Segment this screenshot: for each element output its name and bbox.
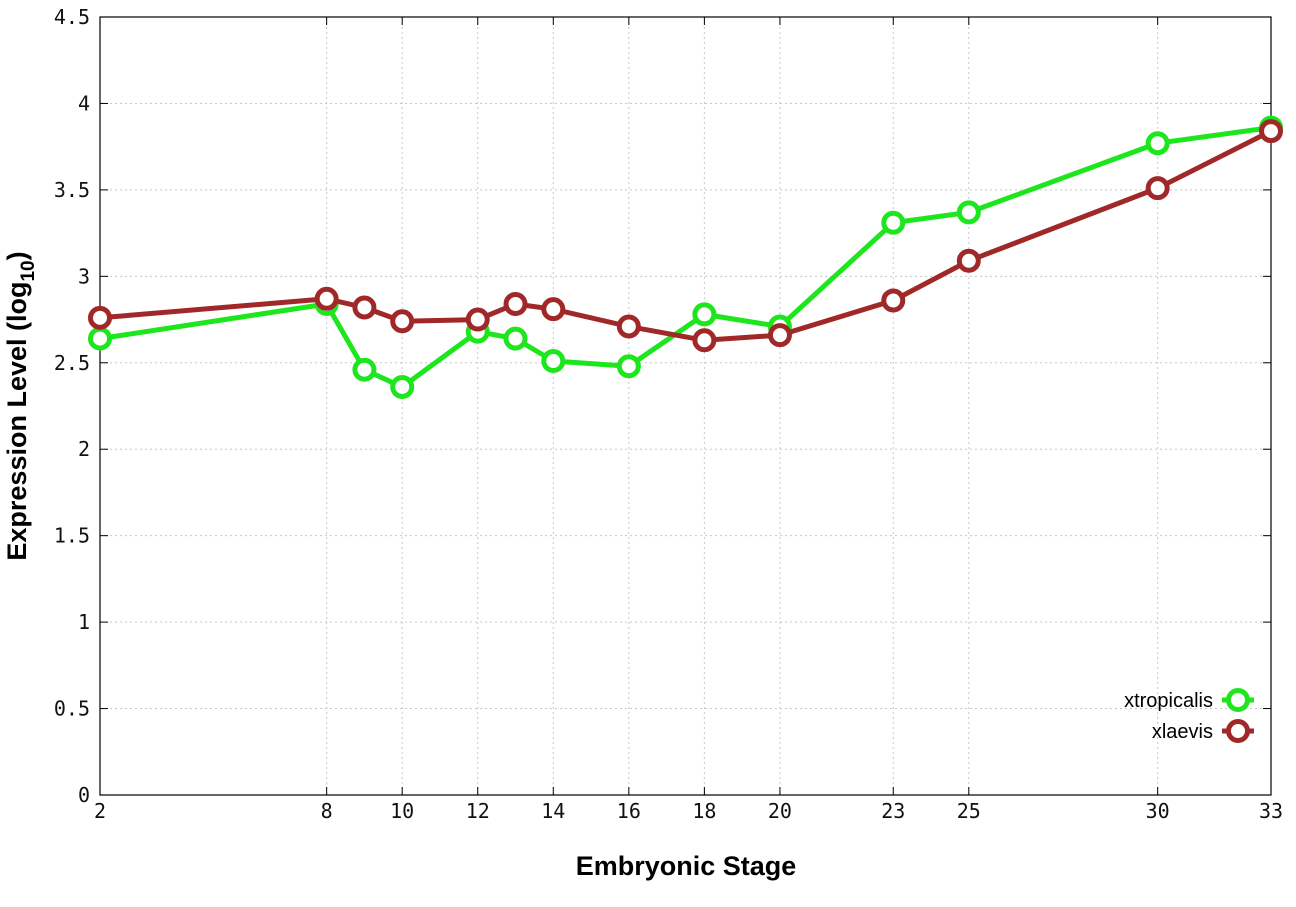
series-line-xlaevis [99, 128, 1273, 343]
series-lines [88, 115, 1283, 399]
data-point-xlaevis [541, 297, 566, 322]
y-axis-title-subscript: 10 [18, 260, 39, 281]
grid-lines [100, 17, 1271, 795]
y-tick-label: 1.5 [54, 524, 90, 548]
data-point-xlaevis [616, 314, 641, 339]
series-line-xtropicalis [99, 125, 1272, 390]
plot-frame [99, 16, 1272, 796]
legend-label-xtropicalis: xtropicalis [1124, 690, 1213, 712]
data-point-xlaevis [314, 286, 339, 311]
data-point-xtropicalis [503, 326, 528, 351]
data-point-xlaevis [503, 291, 528, 316]
x-tick-label: 33 [1259, 799, 1283, 823]
data-point-xlaevis [1145, 176, 1170, 201]
x-tick-label: 10 [390, 799, 414, 823]
y-axis-title: Expression Level (log10) [2, 251, 39, 560]
y-tick-label: 1 [78, 610, 90, 634]
x-tick-label: 23 [881, 799, 905, 823]
data-point-xlaevis [881, 288, 906, 313]
y-tick-label: 2.5 [54, 351, 90, 375]
data-point-xlaevis [352, 295, 377, 320]
data-point-xtropicalis [88, 326, 112, 351]
legend-marker-xtropicalis [1226, 688, 1250, 712]
data-point-xtropicalis [956, 200, 981, 225]
data-point-xtropicalis [1145, 131, 1170, 156]
legend-label-xlaevis: xlaevis [1152, 721, 1213, 743]
data-point-xlaevis [956, 248, 981, 273]
data-point-xlaevis [88, 305, 112, 330]
legend: xtropicalis xlaevis [1124, 688, 1254, 743]
y-axis-title-suffix: ) [2, 251, 32, 260]
legend-marker-xlaevis [1226, 719, 1250, 743]
x-axis-title: Embryonic Stage [576, 851, 797, 881]
data-point-xtropicalis [352, 357, 377, 382]
y-tick-label: 0.5 [54, 697, 90, 721]
data-point-xtropicalis [616, 354, 641, 379]
x-tick-label: 30 [1146, 799, 1170, 823]
data-point-xtropicalis [390, 374, 415, 399]
y-tick-label: 4.5 [54, 5, 90, 29]
y-tick-label: 2 [78, 437, 90, 461]
data-point-xlaevis [1259, 119, 1283, 144]
data-point-xtropicalis [692, 302, 717, 327]
x-tick-label: 16 [617, 799, 641, 823]
y-tick-label: 4 [78, 91, 90, 115]
y-axis-title-main: Expression Level (log [2, 282, 32, 561]
y-tick-label: 3 [78, 264, 90, 288]
x-tick-label: 2 [94, 799, 106, 823]
data-point-xtropicalis [541, 349, 566, 374]
data-point-xlaevis [465, 307, 490, 332]
series-xtropicalis [88, 115, 1283, 399]
x-tick-label: 18 [692, 799, 716, 823]
x-tick-label: 20 [768, 799, 792, 823]
data-point-xlaevis [390, 309, 415, 334]
series-xlaevis [88, 119, 1283, 353]
y-tick-label: 3.5 [54, 178, 90, 202]
data-point-xlaevis [692, 328, 717, 353]
x-tick-label: 25 [957, 799, 981, 823]
x-tick-label: 12 [466, 799, 490, 823]
x-tick-label: 8 [321, 799, 333, 823]
data-point-xlaevis [767, 323, 792, 348]
data-point-xtropicalis [881, 210, 906, 235]
y-tick-label: 0 [78, 783, 90, 807]
axis-ticks: 0 0.5 1 1.5 2 2.5 3 3.5 4 4.5 2 8 10 12 14 16 18 20 23 25 30… [54, 5, 1283, 823]
x-tick-label: 14 [541, 799, 565, 823]
